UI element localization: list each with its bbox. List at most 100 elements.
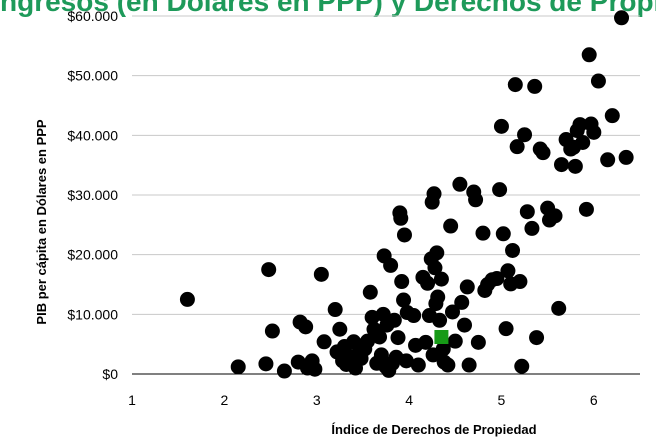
- data-point: [396, 292, 412, 308]
- x-tick-label: 2: [220, 392, 228, 408]
- y-tick-label: $10.000: [67, 306, 118, 322]
- data-point: [586, 124, 602, 140]
- data-point: [179, 291, 195, 307]
- data-point: [383, 257, 399, 273]
- data-point: [406, 308, 422, 324]
- data-point: [390, 330, 406, 346]
- data-point: [509, 139, 525, 155]
- data-point: [430, 289, 446, 305]
- data-point: [500, 263, 516, 279]
- x-tick-label: 5: [498, 392, 506, 408]
- data-point: [614, 10, 630, 26]
- data-point: [575, 134, 591, 150]
- data-point: [394, 274, 410, 290]
- data-point: [517, 127, 533, 143]
- x-tick-labels: 1 2 3 4 5 6: [128, 392, 598, 408]
- data-point: [445, 304, 461, 320]
- data-point: [316, 334, 332, 350]
- data-point: [578, 201, 594, 217]
- data-point: [427, 260, 443, 276]
- y-tick-label: $0: [102, 366, 118, 382]
- data-point: [604, 108, 620, 124]
- data-point: [426, 186, 442, 202]
- data-point: [373, 347, 389, 363]
- data-point: [398, 353, 414, 369]
- data-point: [572, 117, 588, 133]
- data-point: [514, 358, 530, 374]
- data-point: [418, 334, 434, 350]
- data-point: [618, 149, 634, 165]
- data-point: [420, 275, 436, 291]
- x-tick-label: 1: [128, 392, 136, 408]
- data-point: [362, 284, 378, 300]
- highlighted-data-point: [434, 330, 449, 345]
- data-point: [429, 245, 445, 261]
- data-point: [346, 334, 362, 350]
- data-point: [468, 192, 484, 208]
- y-tick-label: $40.000: [67, 127, 118, 143]
- y-tick-label: $30.000: [67, 187, 118, 203]
- x-tick-label: 4: [405, 392, 413, 408]
- data-point: [454, 294, 470, 310]
- data-point: [493, 118, 509, 134]
- chart-title: ngresos (en Dólares en PPP) y Derechos d…: [0, 0, 656, 17]
- data-point: [276, 363, 292, 379]
- data-point: [432, 312, 448, 328]
- data-point: [553, 157, 569, 173]
- data-point: [452, 176, 468, 192]
- data-point: [567, 158, 583, 174]
- data-point: [547, 208, 563, 224]
- y-tick-labels: $0 $10.000 $20.000 $30.000 $40.000 $50.000 $60…: [67, 8, 118, 382]
- data-point: [393, 210, 409, 226]
- data-point: [600, 152, 616, 168]
- x-tick-label: 6: [590, 392, 598, 408]
- data-point: [519, 204, 535, 220]
- data-point: [298, 319, 314, 335]
- data-point: [505, 242, 521, 258]
- data-point: [372, 329, 388, 345]
- data-point: [435, 341, 451, 357]
- data-point: [459, 279, 475, 295]
- data-point: [447, 333, 463, 349]
- data-point: [327, 302, 343, 318]
- data-point: [261, 262, 277, 278]
- data-point: [443, 218, 459, 234]
- data-point: [524, 220, 540, 236]
- data-point: [492, 182, 508, 198]
- data-points: [179, 10, 634, 379]
- data-point: [498, 321, 514, 337]
- data-point: [512, 274, 528, 290]
- y-axis-label: PIB per cápita en Dólares en PPP: [34, 119, 49, 325]
- data-point: [230, 359, 246, 375]
- data-point: [529, 330, 545, 346]
- data-point: [461, 357, 477, 373]
- data-point: [489, 271, 505, 287]
- data-point: [410, 357, 426, 373]
- data-point: [527, 78, 543, 94]
- data-point: [495, 226, 511, 242]
- data-point: [507, 77, 523, 93]
- data-point: [475, 225, 491, 241]
- y-tick-label: $60.000: [67, 8, 118, 24]
- data-point: [590, 73, 606, 89]
- data-point: [396, 227, 412, 243]
- y-tick-label: $20.000: [67, 247, 118, 263]
- y-tick-label: $50.000: [67, 68, 118, 84]
- data-point: [313, 266, 329, 282]
- data-point: [535, 145, 551, 161]
- data-point: [440, 357, 456, 373]
- data-point: [433, 271, 449, 287]
- x-tick-label: 3: [313, 392, 321, 408]
- data-point: [264, 323, 280, 339]
- data-point: [307, 361, 323, 377]
- data-point: [551, 300, 567, 316]
- data-point: [581, 47, 597, 63]
- data-point: [332, 321, 348, 337]
- data-point: [258, 356, 274, 372]
- data-point: [457, 317, 473, 333]
- data-point: [386, 312, 402, 328]
- data-point: [360, 333, 376, 349]
- x-axis-label: Índice de Derechos de Propiedad: [331, 422, 536, 437]
- data-point: [470, 334, 486, 350]
